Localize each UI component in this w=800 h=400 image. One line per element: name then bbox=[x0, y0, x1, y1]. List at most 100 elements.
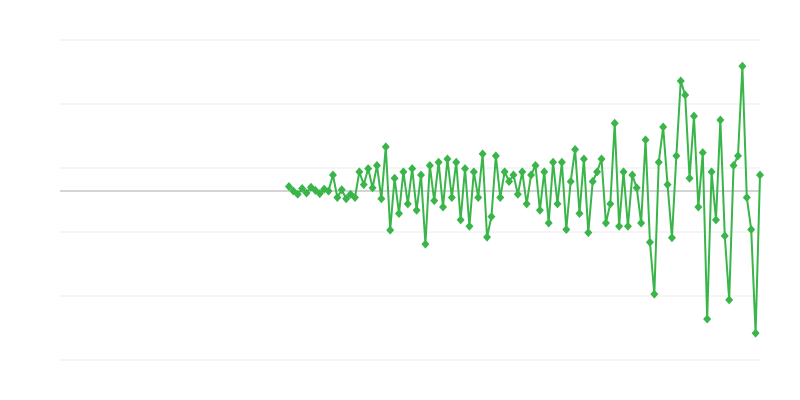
data-point bbox=[381, 142, 390, 152]
series bbox=[284, 61, 764, 338]
data-point bbox=[742, 192, 751, 202]
data-point bbox=[641, 135, 650, 145]
data-point bbox=[575, 208, 584, 218]
data-point bbox=[681, 90, 690, 100]
data-point bbox=[315, 189, 324, 199]
data-point bbox=[566, 176, 575, 186]
data-point bbox=[324, 186, 333, 196]
data-point bbox=[284, 182, 293, 192]
data-point bbox=[456, 215, 465, 225]
data-point bbox=[540, 167, 549, 177]
data-point bbox=[689, 111, 698, 121]
data-point bbox=[711, 215, 720, 225]
data-point bbox=[584, 228, 593, 238]
data-point bbox=[601, 218, 610, 228]
gridlines bbox=[60, 39, 760, 361]
data-point bbox=[628, 170, 637, 180]
data-point bbox=[505, 176, 514, 186]
data-point bbox=[637, 218, 646, 228]
data-point bbox=[738, 61, 747, 71]
data-point bbox=[465, 221, 474, 231]
data-point bbox=[430, 196, 439, 206]
data-point bbox=[350, 192, 359, 202]
data-point bbox=[720, 231, 729, 241]
data-point bbox=[443, 154, 452, 164]
data-point bbox=[355, 167, 364, 177]
data-point bbox=[588, 176, 597, 186]
data-point bbox=[531, 160, 540, 170]
data-point bbox=[394, 208, 403, 218]
data-point bbox=[513, 189, 522, 199]
data-point bbox=[685, 173, 694, 183]
data-point bbox=[408, 164, 417, 174]
data-point bbox=[659, 122, 668, 132]
data-point bbox=[425, 160, 434, 170]
data-point bbox=[496, 192, 505, 202]
data-point bbox=[421, 239, 430, 249]
data-point bbox=[417, 170, 426, 180]
data-point bbox=[447, 192, 456, 202]
data-point bbox=[645, 237, 654, 247]
data-point bbox=[707, 167, 716, 177]
data-point bbox=[698, 148, 707, 158]
data-point bbox=[293, 189, 302, 199]
data-point bbox=[372, 160, 381, 170]
data-point bbox=[386, 225, 395, 235]
data-point bbox=[298, 183, 307, 193]
data-point bbox=[733, 151, 742, 161]
data-point bbox=[676, 76, 685, 86]
data-point bbox=[483, 232, 492, 242]
data-point bbox=[469, 167, 478, 177]
data-point bbox=[663, 180, 672, 190]
data-point bbox=[535, 205, 544, 215]
data-point bbox=[544, 218, 553, 228]
data-point bbox=[377, 194, 386, 204]
data-point bbox=[606, 199, 615, 209]
data-point bbox=[619, 167, 628, 177]
data-point bbox=[716, 115, 725, 125]
data-point bbox=[623, 221, 632, 231]
data-point bbox=[328, 170, 337, 180]
data-point bbox=[654, 157, 663, 167]
data-point bbox=[337, 185, 346, 195]
data-point bbox=[522, 199, 531, 209]
data-point bbox=[461, 164, 470, 174]
data-point bbox=[756, 170, 764, 180]
data-point bbox=[500, 167, 509, 177]
series-line bbox=[288, 65, 761, 335]
data-point bbox=[452, 157, 461, 167]
data-point bbox=[491, 151, 500, 161]
data-point bbox=[403, 199, 412, 209]
data-point bbox=[390, 173, 399, 183]
data-point bbox=[725, 295, 734, 305]
data-point bbox=[632, 183, 641, 193]
data-point bbox=[751, 328, 760, 338]
data-point bbox=[593, 167, 602, 177]
data-point bbox=[579, 154, 588, 164]
data-point bbox=[368, 183, 377, 193]
data-point bbox=[342, 194, 351, 204]
data-point bbox=[571, 144, 580, 154]
data-point bbox=[615, 221, 624, 231]
data-point bbox=[747, 224, 756, 234]
data-point bbox=[434, 157, 443, 167]
data-point bbox=[478, 149, 487, 159]
data-point bbox=[650, 289, 659, 299]
data-point bbox=[729, 160, 738, 170]
data-point bbox=[694, 202, 703, 212]
data-point bbox=[562, 224, 571, 234]
data-point bbox=[487, 212, 496, 222]
data-point bbox=[474, 192, 483, 202]
data-point bbox=[549, 157, 558, 167]
data-point bbox=[333, 192, 342, 202]
data-point bbox=[672, 151, 681, 161]
data-point bbox=[399, 167, 408, 177]
data-point bbox=[364, 164, 373, 174]
data-point bbox=[359, 180, 368, 190]
data-point bbox=[412, 205, 421, 215]
data-point bbox=[302, 188, 311, 198]
data-point bbox=[509, 170, 518, 180]
data-point bbox=[667, 233, 676, 243]
data-point bbox=[610, 118, 619, 128]
